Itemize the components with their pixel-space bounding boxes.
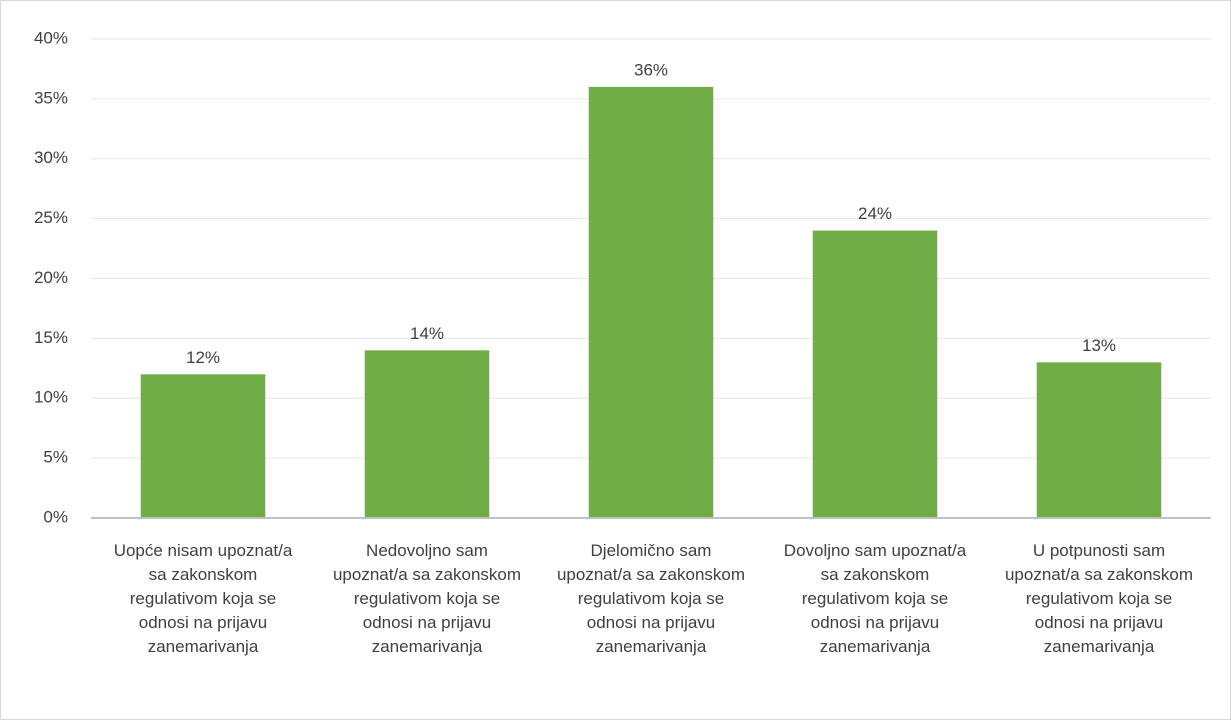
y-tick-label: 30% bbox=[34, 148, 68, 167]
data-label: 36% bbox=[634, 60, 668, 79]
y-tick-label: 40% bbox=[34, 28, 68, 47]
bar bbox=[588, 86, 714, 519]
bar bbox=[140, 374, 266, 518]
y-tick-label: 0% bbox=[43, 507, 68, 526]
y-tick-label: 35% bbox=[34, 88, 68, 107]
data-label: 24% bbox=[858, 204, 892, 223]
data-label: 13% bbox=[1082, 336, 1116, 355]
x-tick-label: U potpunosti sam upoznat/a sa zakonskom … bbox=[1004, 541, 1194, 656]
x-tick-label: Nedovoljno sam upoznat/a sa zakonskom re… bbox=[332, 541, 522, 656]
y-tick-label: 15% bbox=[34, 328, 68, 347]
bar bbox=[812, 230, 938, 518]
data-label: 12% bbox=[186, 348, 220, 367]
y-tick-label: 20% bbox=[34, 268, 68, 287]
y-tick-label: 5% bbox=[43, 448, 68, 467]
y-tick-label: 25% bbox=[34, 208, 68, 227]
y-tick-label: 10% bbox=[34, 388, 68, 407]
bar bbox=[1036, 362, 1162, 518]
x-tick-label: Djelomično sam upoznat/a sa zakonskom re… bbox=[556, 541, 746, 656]
data-label: 14% bbox=[410, 324, 444, 343]
bar bbox=[364, 350, 490, 518]
x-tick-label: Dovoljno sam upoznat/a sa zakonskom regu… bbox=[783, 541, 967, 656]
x-tick-label: Uopće nisam upoznat/a sa zakonskom regul… bbox=[113, 541, 293, 656]
